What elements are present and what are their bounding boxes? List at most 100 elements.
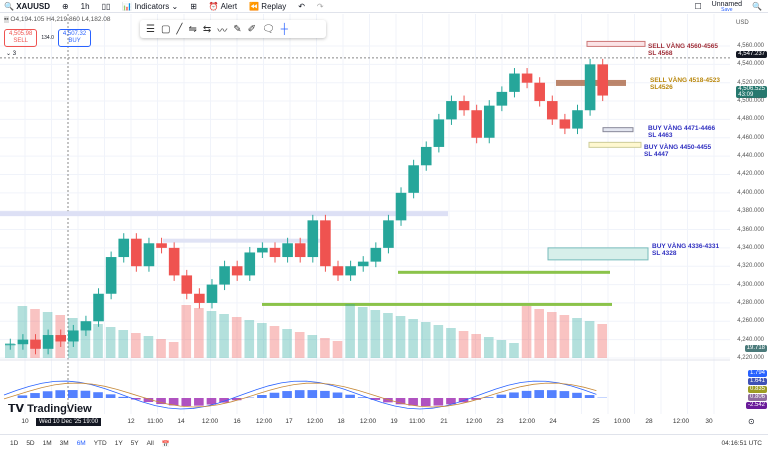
volume-bar (307, 335, 318, 358)
price-tick: 4,300.000 (737, 281, 764, 288)
macd-histogram-bar (68, 390, 78, 398)
path-icon[interactable]: 〰 (217, 25, 228, 37)
macd-histogram-bar (357, 397, 368, 398)
channel-icon[interactable]: ⇋ (188, 23, 197, 35)
layout-button[interactable]: Unnamed Save (712, 1, 742, 13)
undo-icon[interactable]: ↶ (298, 1, 305, 11)
range-1m[interactable]: 1M (42, 440, 52, 447)
time-tick: 12 (127, 418, 135, 425)
time-tick: 17 (285, 418, 293, 425)
volume-bar (584, 321, 595, 358)
price-tick: 4,320.000 (737, 263, 764, 270)
brush-icon[interactable]: ✎ (233, 23, 242, 35)
sell-button[interactable]: 4,505.98 SELL (4, 29, 38, 47)
candle-type-icon[interactable]: ▯▯ (101, 1, 111, 11)
candle (458, 101, 470, 111)
price-axis[interactable]: USD 4,547.237 4,506.525 43:09 19.718 1.79… (730, 14, 768, 418)
macd-histogram-bar (420, 398, 431, 406)
add-symbol-icon[interactable]: ⊕ (61, 1, 69, 11)
range-6m[interactable]: 6M (76, 440, 86, 447)
volume-bar (194, 308, 204, 358)
candle (80, 321, 92, 331)
volume-bar (395, 316, 406, 358)
templates-icon[interactable]: ⊞ (190, 1, 197, 11)
candle (156, 243, 167, 248)
candle (546, 101, 558, 120)
volume-bar (131, 333, 141, 358)
volume-bar (143, 336, 154, 358)
candle (269, 247, 281, 258)
tradingview-logo: 𝗧𝗩 TradingView (8, 403, 92, 415)
candle (5, 344, 16, 346)
time-tick: 11:00 (409, 418, 425, 425)
price-tick: 4,520.000 (737, 79, 764, 86)
macd-histogram-bar (546, 390, 557, 398)
range-5y[interactable]: 5Y (130, 440, 139, 447)
price-tick: 4,400.000 (737, 189, 764, 196)
macd-histogram-bar (231, 398, 242, 401)
time-tick: 25 (592, 418, 600, 425)
callout-icon[interactable]: 🗨 (262, 23, 275, 35)
volume-bar (483, 337, 494, 358)
zone-4350 (163, 238, 323, 243)
range-ytd[interactable]: YTD (93, 440, 107, 447)
interval-button[interactable]: 1h (80, 1, 90, 11)
pen-icon[interactable]: ✐ (247, 23, 257, 35)
macd-histogram-bar (534, 390, 544, 398)
macd-histogram-bar (307, 390, 318, 398)
candle (231, 266, 243, 276)
macd-histogram-bar (395, 398, 406, 405)
currency-selector[interactable]: USD (736, 20, 749, 26)
settings-icon[interactable]: ⊙ (748, 417, 755, 426)
indicators-button[interactable]: 📊 Indicators ⌄ (122, 1, 179, 11)
time-tick: 10:00 (613, 418, 631, 425)
macd-histogram-bar (584, 395, 595, 398)
range-icon[interactable]: ⇆ (202, 23, 212, 35)
macd-histogram-bar (471, 398, 481, 400)
volume-bar (206, 311, 217, 358)
price-tick: 4,260.000 (737, 318, 764, 325)
macd-histogram-bar (93, 392, 103, 398)
fullscreen-icon[interactable]: ☐ (694, 2, 702, 11)
collapse-indicators[interactable]: ⌄ 3 (6, 51, 17, 57)
buy-button[interactable]: 4,507.32 BUY (57, 29, 92, 47)
candle (433, 119, 445, 147)
horizontal-lines-icon[interactable]: ☰ (146, 23, 155, 35)
search-icon[interactable]: 🔍 (752, 2, 762, 11)
macd-histogram-bar (572, 392, 582, 398)
date-range-icon[interactable]: 📅 (161, 440, 170, 448)
volume-bar (345, 304, 355, 358)
macd-histogram-bar (156, 398, 166, 405)
macd-histogram-bar (105, 394, 116, 398)
range-1y[interactable]: 1Y (114, 440, 123, 447)
range-all[interactable]: All (146, 440, 154, 447)
price-tick: 4,500.000 (737, 98, 764, 105)
volume-badge: 19.718 (744, 345, 767, 352)
clock: 04:16:51 UTC (721, 440, 762, 447)
macd-histogram-bar (257, 395, 267, 398)
price-tick: 4,220.000 (737, 354, 764, 361)
time-tick: 12:00 (465, 418, 483, 425)
replay-button[interactable]: ⏪ Replay (249, 1, 287, 11)
time-tick: 21 (440, 418, 448, 425)
price-tick: 4,440.000 (737, 153, 764, 160)
annotation-buy-2: BUY VÀNG 4450-4455 SL 4447 (644, 144, 712, 158)
price-chart[interactable] (0, 14, 730, 414)
symbol-search[interactable]: 🔍 XAUUSD (4, 1, 50, 11)
candle (420, 146, 432, 166)
rectangle-icon[interactable]: ▢ (160, 23, 171, 35)
macd-histogram-bar (17, 395, 28, 398)
crosshair-icon[interactable]: ┼ (280, 23, 288, 35)
candle (572, 110, 583, 129)
macd-histogram-bar (219, 398, 229, 403)
trendline-icon[interactable]: ╱ (176, 23, 183, 35)
redo-icon[interactable]: ↷ (316, 1, 324, 11)
macd-histogram-bar (446, 398, 456, 405)
range-3m[interactable]: 3M (59, 440, 69, 447)
alert-button[interactable]: ⏰ Alert (208, 1, 238, 11)
range-1d[interactable]: 1D (10, 440, 19, 447)
layout-name: Unnamed (711, 0, 743, 8)
candle (584, 64, 596, 111)
volume-bar (294, 332, 305, 358)
range-5d[interactable]: 5D (26, 440, 35, 447)
